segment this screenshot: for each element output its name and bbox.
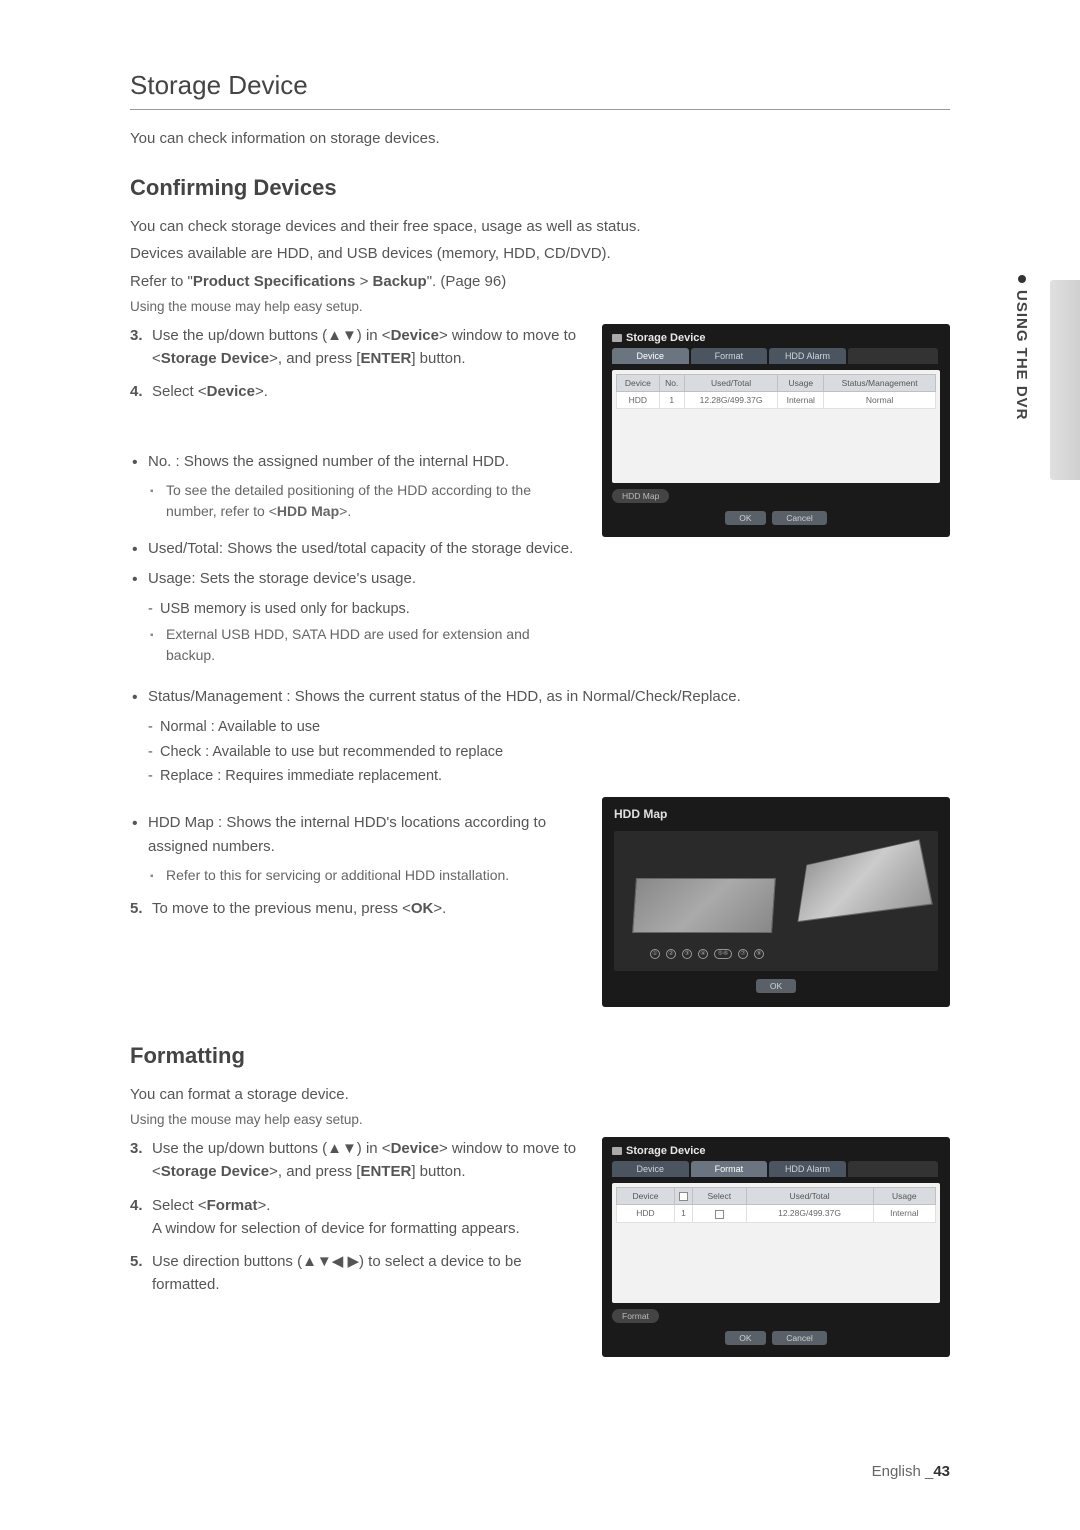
table-row: HDD 1 12.28G/499.37G Internal Normal [617, 391, 936, 408]
hdd-slot-indicators: ① ② ③ ④ ⑤⑥ ⑦ ⑧ [650, 949, 764, 959]
dvr-case-graphic [797, 839, 932, 922]
tab-device[interactable]: Device [612, 348, 689, 364]
storage-device-intro: You can check information on storage dev… [130, 130, 950, 147]
th-usage-2: Usage [873, 1188, 935, 1205]
footer-lang: English [872, 1463, 921, 1480]
formatting-intro: You can format a storage device. [130, 1083, 950, 1106]
status-check: Check : Available to use but recommended… [130, 740, 950, 765]
shot3-title: Storage Device [612, 1145, 940, 1157]
confirming-devices-heading: Confirming Devices [130, 175, 950, 201]
shot1-title: Storage Device [612, 332, 940, 344]
page-footer: English _43 [872, 1463, 950, 1480]
ok-button-2[interactable]: OK [725, 1331, 765, 1345]
th-used-total-2: Used/Total [746, 1188, 873, 1205]
th-usage: Usage [778, 374, 824, 391]
checkbox-icon [715, 1210, 724, 1219]
hdd-map-button[interactable]: HDD Map [612, 489, 669, 503]
tab-spacer-2 [848, 1161, 938, 1177]
confirming-refer: Refer to "Product Specifications > Backu… [130, 270, 950, 293]
th-no: No. [659, 374, 684, 391]
bullet-used-total: Used/Total: Shows the used/total capacit… [130, 537, 578, 561]
table-row: HDD 1 12.28G/499.37G Internal [617, 1205, 936, 1222]
tab-format[interactable]: Format [691, 348, 768, 364]
format-step-5: 5. Use direction buttons (▲▼◀ ▶) to sele… [130, 1250, 578, 1297]
status-normal: Normal : Available to use [130, 715, 950, 740]
hddmap-ok-button[interactable]: OK [756, 979, 796, 993]
step-3: 3. Use the up/down buttons (▲▼) in <Devi… [130, 324, 578, 371]
bullet-status: Status/Management : Shows the current st… [130, 685, 950, 709]
page-content: Storage Device You can check information… [0, 0, 1080, 1417]
tab-hdd-alarm-2[interactable]: HDD Alarm [769, 1161, 846, 1177]
th-device: Device [617, 374, 660, 391]
th-cb-all [674, 1188, 692, 1205]
storage-device-heading: Storage Device [130, 70, 950, 110]
mouse-note-1: Using the mouse may help easy setup. [130, 299, 950, 314]
cancel-button[interactable]: Cancel [772, 511, 826, 525]
screenshot-device-tab: Storage Device Device Format HDD Alarm D… [602, 324, 950, 537]
th-used-total: Used/Total [684, 374, 778, 391]
bullet-no-sub: To see the detailed positioning of the H… [130, 480, 578, 523]
confirming-line-1: You can check storage devices and their … [130, 215, 950, 238]
th-select: Select [692, 1188, 746, 1205]
tab-format-2[interactable]: Format [691, 1161, 768, 1177]
cancel-button-2[interactable]: Cancel [772, 1331, 826, 1345]
hdd-map-sub: Refer to this for servicing or additiona… [130, 865, 578, 887]
bullet-usage: Usage: Sets the storage device's usage. [130, 567, 578, 591]
ok-button[interactable]: OK [725, 511, 765, 525]
status-replace: Replace : Requires immediate replacement… [130, 764, 950, 789]
tab-spacer [848, 348, 938, 364]
hdd-map-title: HDD Map [614, 807, 938, 821]
formatting-heading: Formatting [130, 1043, 950, 1069]
screenshot-format-tab: Storage Device Device Format HDD Alarm D… [602, 1137, 950, 1357]
bullet-no: No. : Shows the assigned number of the i… [130, 450, 578, 474]
page-number: 43 [933, 1463, 950, 1480]
usage-dash: USB memory is used only for backups. [130, 597, 578, 622]
row-checkbox[interactable] [692, 1205, 746, 1222]
confirming-line-2: Devices available are HDD, and USB devic… [130, 242, 950, 265]
th-status: Status/Management [824, 374, 936, 391]
format-button[interactable]: Format [612, 1309, 659, 1323]
device-table: Device No. Used/Total Usage Status/Manag… [616, 374, 936, 409]
mouse-note-2: Using the mouse may help easy setup. [130, 1112, 950, 1127]
motherboard-graphic [634, 853, 784, 943]
th-device-2: Device [617, 1188, 675, 1205]
format-step-4: 4. Select <Format>.A window for selectio… [130, 1194, 578, 1241]
step-5: 5. To move to the previous menu, press <… [130, 897, 578, 920]
bullet-hdd-map: HDD Map : Shows the internal HDD's locat… [130, 811, 578, 859]
format-table: Device Select Used/Total Usage HDD 1 12.… [616, 1187, 936, 1223]
usage-sub-note: External USB HDD, SATA HDD are used for … [130, 624, 578, 667]
tab-hdd-alarm[interactable]: HDD Alarm [769, 348, 846, 364]
step-4: 4. Select <Device>. [130, 380, 578, 403]
checkbox-all-icon[interactable] [679, 1192, 688, 1201]
tab-device-2[interactable]: Device [612, 1161, 689, 1177]
format-step-3: 3. Use the up/down buttons (▲▼) in <Devi… [130, 1137, 578, 1184]
screenshot-hdd-map: HDD Map ① ② ③ ④ ⑤⑥ ⑦ ⑧ OK [602, 797, 950, 1007]
